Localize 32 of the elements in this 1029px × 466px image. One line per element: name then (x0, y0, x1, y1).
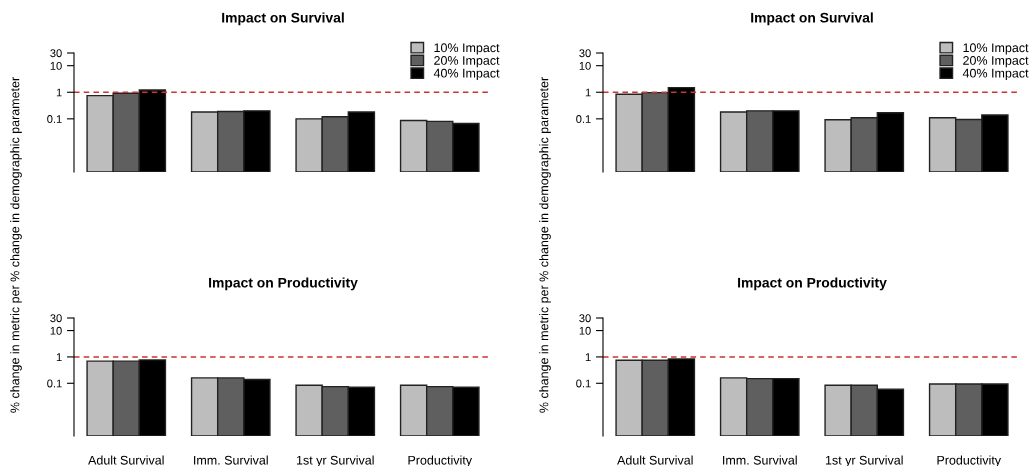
y-tick-label: 1 (585, 353, 591, 361)
y-tick-label: 1 (56, 353, 62, 361)
x-tick-label: Imm. Survival (194, 455, 268, 465)
y-tick-label: 30 (50, 314, 62, 323)
legend-label: 10% Impact (963, 43, 1029, 55)
x-tick-label: Imm. Survival (723, 455, 797, 465)
y-tick-label: 0.1 (576, 379, 591, 388)
y-tick-label: 10 (579, 61, 591, 70)
legend-label: 40% Impact (962, 68, 1029, 81)
legend-label: 20% Impact (963, 56, 1029, 68)
y-tick-label: 10 (579, 326, 591, 335)
legend-label: 20% Impact (434, 56, 500, 68)
legend-label: 10% Impact (434, 43, 500, 55)
y-tick-label: 0.1 (47, 379, 62, 388)
y-tick-label: 30 (579, 49, 591, 58)
y-tick-label: 10 (50, 61, 62, 70)
chart-title: Impact on Productivity (209, 277, 358, 291)
y-tick-label: 0.1 (576, 115, 591, 123)
chart-title: Impact on Survival (751, 12, 873, 26)
y-tick-label: 0.1 (47, 115, 62, 123)
chart-title: Impact on Survival (222, 12, 344, 26)
y-tick-label: 1 (585, 88, 591, 97)
y-tick-label: 10 (50, 326, 62, 335)
x-tick-label: Adult Survival (617, 455, 693, 465)
y-tick-label: 30 (50, 49, 62, 58)
y-tick-label: 30 (579, 314, 591, 323)
y-axis-title: % change in metric per % change in demographic parameter (539, 77, 551, 413)
y-tick-label: 1 (56, 88, 62, 97)
chart-title: Impact on Productivity (738, 277, 887, 291)
y-axis-title: % change in metric per % change in demographic parameter (10, 77, 22, 413)
x-tick-label: Adult Survival (88, 455, 164, 465)
legend-label: 40% Impact (433, 68, 500, 81)
